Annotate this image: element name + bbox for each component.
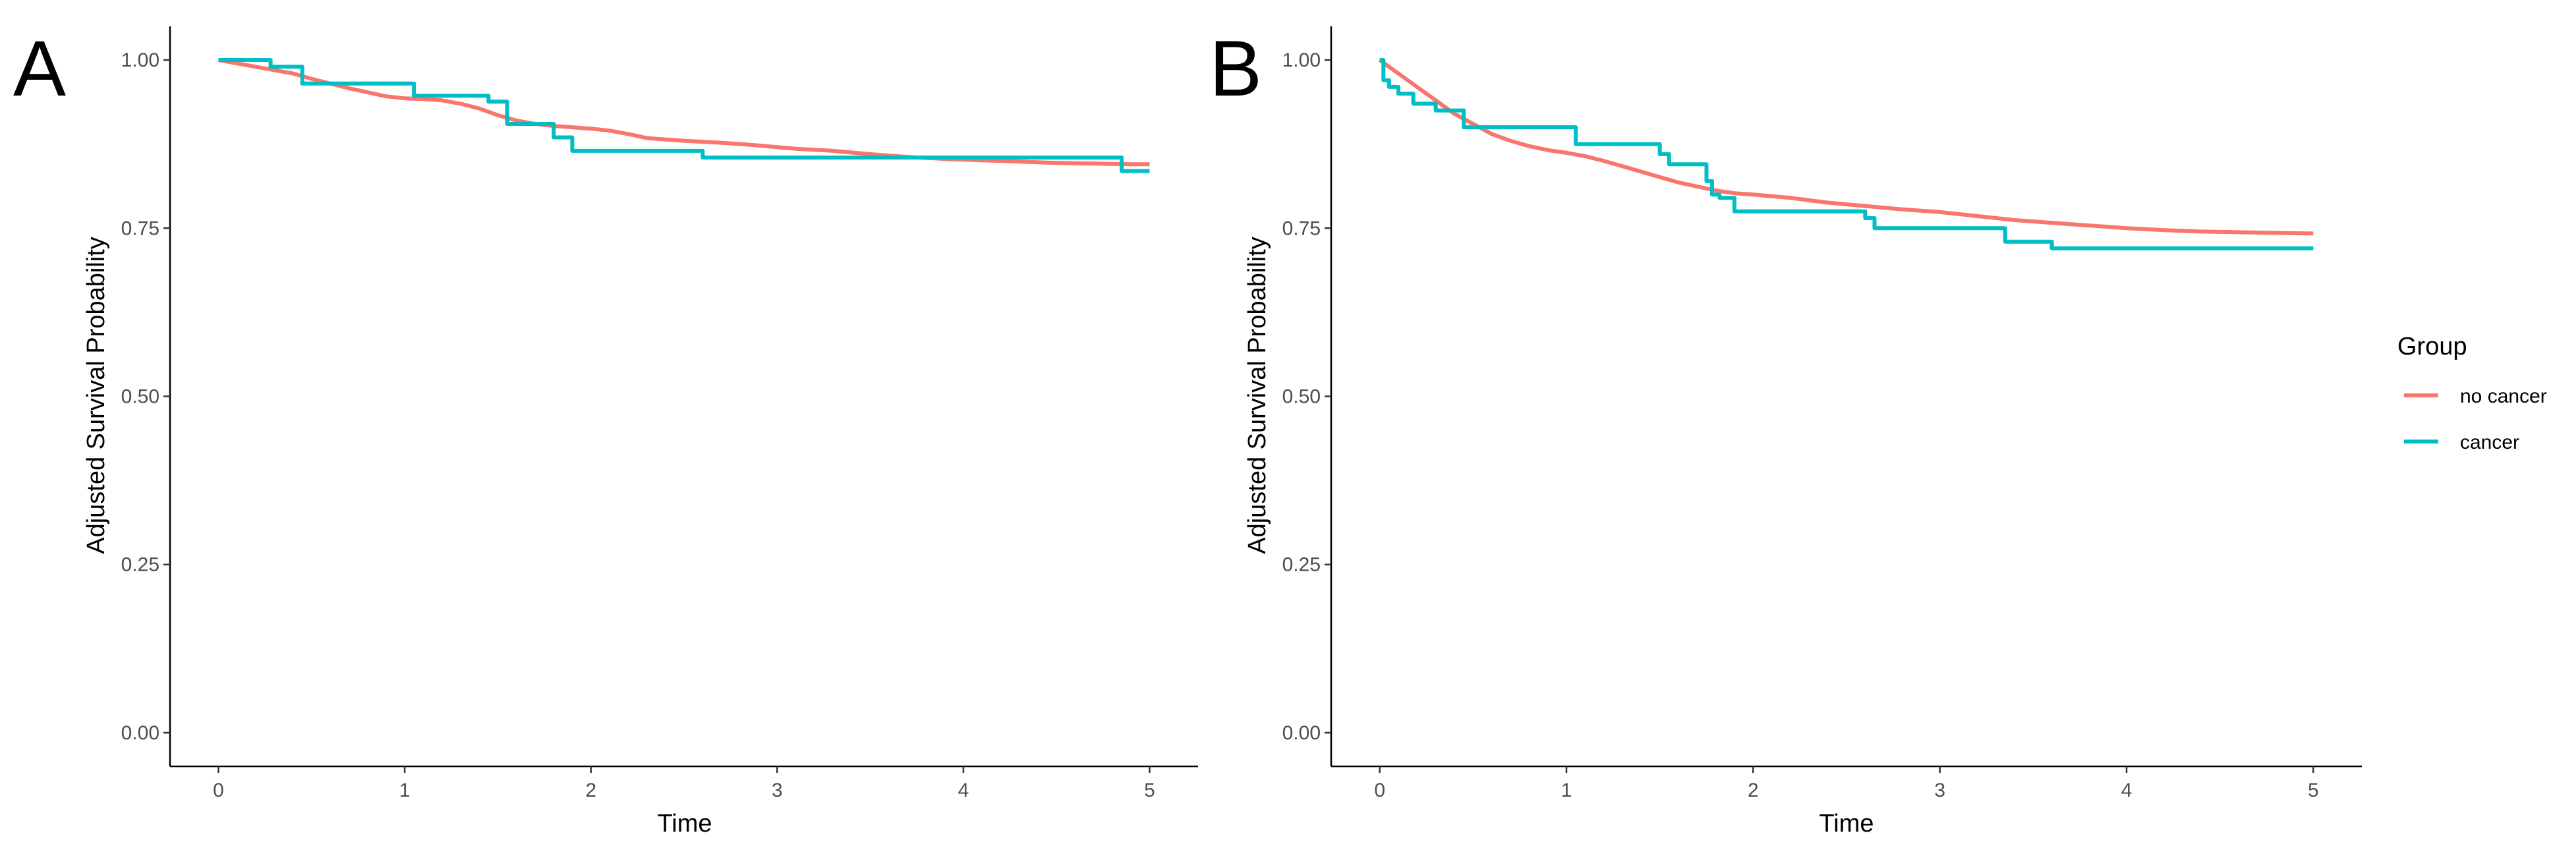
panel-b-x-tick-label: 4 xyxy=(2121,780,2132,801)
panel-b-label: B xyxy=(1209,24,1262,113)
panel-b-y-axis-title: Adjusted Survival Probability xyxy=(1244,237,1271,554)
panel-a-series-no-cancer xyxy=(217,58,1150,167)
panel-a-x-axis-title: Time xyxy=(657,810,712,838)
panel-a-y-axis-title: Adjusted Survival Probability xyxy=(82,237,110,554)
panel-b-y-tick-label: 0.25 xyxy=(1282,554,1321,576)
legend-title: Group xyxy=(2397,333,2467,360)
panel-b-x-axis-title: Time xyxy=(1819,810,1874,838)
panel-b-y-tick-label: 0.50 xyxy=(1282,386,1321,408)
panel-a-y-tick-label: 1.00 xyxy=(121,49,159,71)
legend-label-no-cancer: no cancer xyxy=(2460,385,2547,407)
panel-a-series-cancer xyxy=(218,58,1150,173)
panel-a-y-tick-label: 0.50 xyxy=(121,386,159,408)
panel-b-y-tick-label: 0.75 xyxy=(1282,217,1321,239)
panel-b: B Adjusted Survival Probability Time 0.0… xyxy=(1209,24,2362,838)
panel-a-x-tick-label: 0 xyxy=(213,780,224,801)
panel-a-x-tick-label: 4 xyxy=(958,780,969,801)
panel-a-y-tick-label: 0.00 xyxy=(121,722,159,744)
panel-a-x-tick-label: 2 xyxy=(585,780,596,801)
panel-a-label: A xyxy=(13,24,66,113)
panel-b-x-tick-label: 2 xyxy=(1748,780,1759,801)
panel-b-x-tick-label: 3 xyxy=(1934,780,1945,801)
panel-a-y-tick-label: 0.75 xyxy=(121,217,159,239)
panel-b-y-tick-label: 0.00 xyxy=(1282,722,1321,744)
panel-a: A Adjusted Survival Probability Time 0.0… xyxy=(13,24,1198,838)
panel-a-x-tick-label: 5 xyxy=(1144,780,1155,801)
panel-b-x-tick-label: 0 xyxy=(1374,780,1385,801)
panel-b-y-tick-label: 1.00 xyxy=(1282,49,1321,71)
panel-b-x-tick-label: 5 xyxy=(2308,780,2319,801)
panel-a-y-tick-label: 0.25 xyxy=(121,554,159,576)
panel-b-x-tick-label: 1 xyxy=(1561,780,1572,801)
panel-a-x-tick-label: 3 xyxy=(772,780,783,801)
legend: Group no cancer cancer xyxy=(2397,333,2547,453)
legend-label-cancer: cancer xyxy=(2460,432,2519,453)
panel-b-series-no-cancer xyxy=(1378,58,2314,236)
panel-a-x-tick-label: 1 xyxy=(399,780,411,801)
panel-b-series-cancer xyxy=(1379,58,2314,250)
